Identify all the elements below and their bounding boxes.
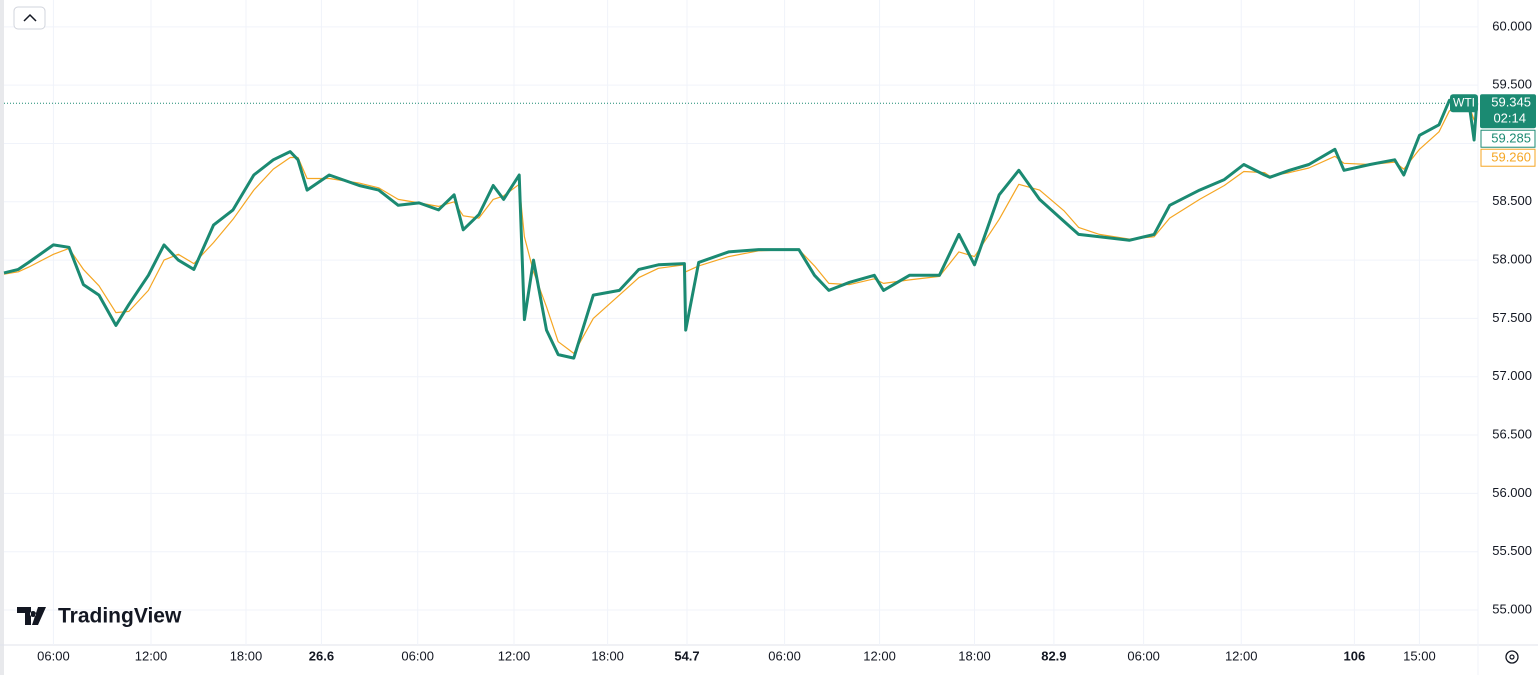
brand: TradingView — [58, 605, 182, 628]
logo-icon — [17, 607, 46, 625]
symbol-badge — [1450, 94, 1478, 113]
marks — [3, 98, 1479, 360]
x-tick-label: 26.6 — [309, 648, 334, 663]
last-price-label: 59.345 — [1491, 95, 1531, 110]
y-tick-label: 58.000 — [1492, 252, 1532, 267]
left-edge — [0, 0, 4, 675]
y-tick-label: 55.000 — [1492, 601, 1532, 616]
x-tick-label: 54.7 — [674, 648, 699, 663]
x-tick-label: 106 — [1344, 648, 1366, 663]
x-tick-label: 06:00 — [1127, 648, 1160, 663]
ma-badge — [1480, 148, 1536, 167]
settings-button[interactable] — [1505, 650, 1519, 664]
other-badge — [1480, 129, 1536, 148]
x-tick-label: 06:00 — [37, 648, 70, 663]
other-label: 59.285 — [1491, 131, 1531, 146]
logo: TradingView — [17, 605, 182, 628]
labels: 55.000 55.500 56.000 56.500 57.000 57.500 58.0… — [37, 18, 1536, 663]
x-tick-label: 18:00 — [230, 648, 263, 663]
grid — [4, 0, 1478, 645]
countdown-label: 02:14 — [1493, 111, 1526, 126]
x-tick-label: 82.9 — [1041, 648, 1066, 663]
settings-icon — [1509, 654, 1515, 660]
y-tick-label: 56.000 — [1492, 485, 1532, 500]
y-tick-label: 56.500 — [1492, 426, 1532, 441]
y-tick-label: 57.000 — [1492, 368, 1532, 383]
x-tick-label: 12:00 — [135, 648, 168, 663]
y-tick-label: 57.500 — [1492, 310, 1532, 325]
y-tick-label: 60.000 — [1492, 18, 1532, 33]
symbol-label: WTI — [1453, 95, 1475, 109]
x-tick-label: 18:00 — [958, 648, 991, 663]
x-tick-label: 12:00 — [863, 648, 896, 663]
x-tick-label: 18:00 — [591, 648, 624, 663]
price-line — [3, 104, 1478, 354]
price-badge — [1480, 94, 1536, 129]
x-tick-label: 15:00 — [1403, 648, 1436, 663]
collapse-button[interactable] — [13, 6, 46, 30]
y-tick-label: 55.500 — [1492, 543, 1532, 558]
y-tick-label: 58.500 — [1492, 193, 1532, 208]
price-line — [3, 98, 1479, 360]
x-tick-label: 06:00 — [768, 648, 801, 663]
x-tick-label: 06:00 — [401, 648, 434, 663]
x-tick-label: 12:00 — [1225, 648, 1258, 663]
x-tick-label: 12:00 — [498, 648, 531, 663]
y-tick-label: 59.500 — [1492, 77, 1532, 92]
ma-label: 59.260 — [1491, 150, 1531, 165]
collapse-icon — [23, 13, 37, 22]
